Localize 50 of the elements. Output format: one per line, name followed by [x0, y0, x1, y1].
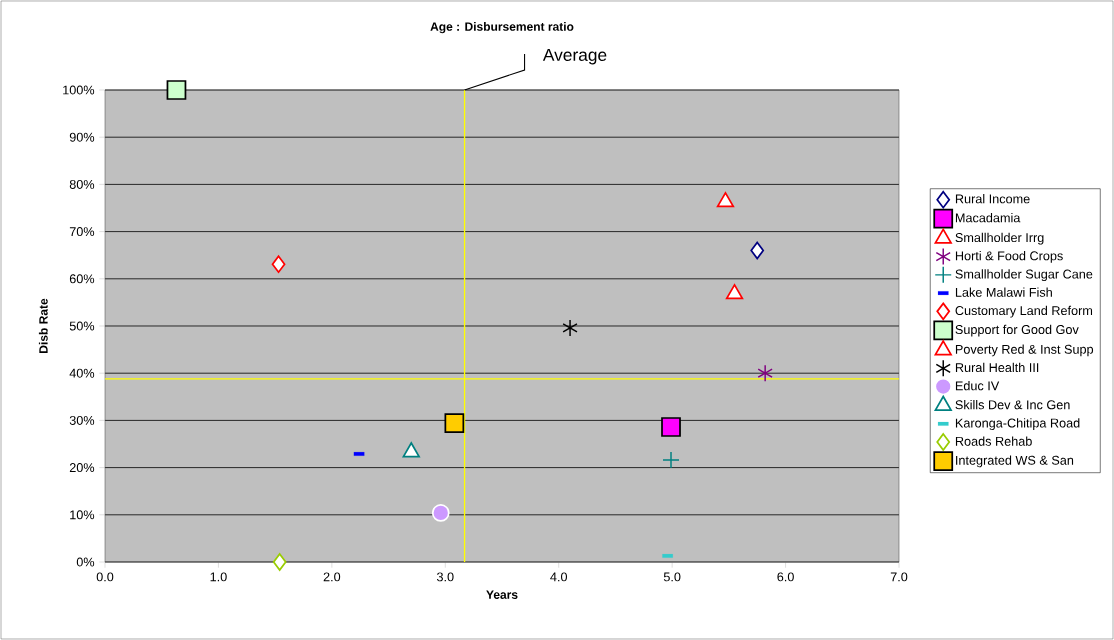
y-tick-label: 0%	[76, 557, 95, 567]
legend-label: Horti & Food Crops	[955, 251, 1063, 263]
point	[661, 417, 681, 437]
chart-title: Age : Disbursement ratio	[430, 22, 574, 34]
x-tick-label: 1.0	[210, 572, 227, 582]
point	[431, 504, 450, 522]
point	[166, 80, 187, 100]
legend-label: Karonga-Chitipa Road	[955, 418, 1080, 431]
x-tick-label: 0.0	[96, 572, 114, 582]
legend-label: Roads Rehab	[955, 436, 1032, 446]
legend-label: Support for Good Gov	[955, 324, 1079, 337]
legend-label: Skills Dev & Inc Gen	[955, 399, 1070, 410]
y-tick-label: 30%	[69, 415, 95, 425]
legend-label: Smallholder Irrg	[955, 232, 1044, 245]
legend-label: Lake Malawi Fish	[955, 287, 1052, 297]
point	[402, 442, 420, 458]
y-tick-label: 100%	[63, 85, 95, 95]
point	[444, 413, 465, 434]
y-tick-label: 40%	[69, 368, 95, 378]
y-tick-label: 10%	[70, 510, 95, 520]
legend-label: Integrated WS & San	[956, 455, 1074, 468]
legend-label: Poverty Red & Inst Supp	[955, 344, 1094, 357]
point	[271, 255, 286, 274]
x-tick-label: 7.0	[890, 572, 908, 582]
y-tick-label: 60%	[69, 274, 95, 284]
point	[662, 451, 680, 469]
y-tick-label: 70%	[69, 227, 95, 237]
point	[750, 241, 765, 260]
ref-line-label: Average	[542, 48, 607, 65]
x-tick-label: 4.0	[550, 572, 568, 582]
point	[725, 284, 744, 300]
legend-label: Rural Health III	[955, 362, 1039, 373]
legend-label: Macadamia	[955, 213, 1021, 223]
x-tick-label: 2.0	[323, 572, 341, 582]
y-tick-label: 80%	[69, 179, 95, 189]
legend-label: Educ IV	[955, 380, 1000, 391]
point	[562, 319, 578, 337]
legend-label: Customary Land Reform	[955, 305, 1093, 318]
y-axis-title: Disb Rate	[38, 298, 48, 353]
x-tick-label: 3.0	[436, 572, 454, 582]
legend-label: Rural Income	[955, 194, 1030, 204]
point	[272, 553, 287, 571]
x-tick-label: 6.0	[777, 572, 794, 582]
legend-label: Smallholder Sugar Cane	[955, 269, 1093, 282]
y-tick-label: 50%	[69, 321, 95, 331]
y-tick-label: 90%	[69, 132, 95, 142]
x-tick-label: 5.0	[663, 572, 681, 582]
point	[757, 364, 773, 382]
x-axis-title: Years	[486, 590, 518, 599]
y-tick-label: 20%	[69, 463, 95, 473]
